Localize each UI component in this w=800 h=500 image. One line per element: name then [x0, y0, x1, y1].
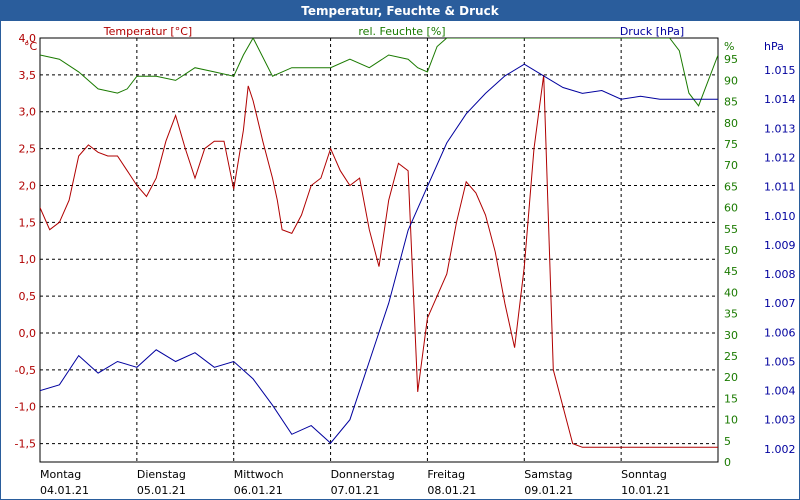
humidity-tick-label: 45: [724, 265, 738, 278]
plot-frame: [39, 37, 719, 463]
pressure-tick-label: 1.007: [764, 297, 796, 310]
x-tick-day-label: Dienstag: [137, 468, 186, 481]
pressure-tick-label: 1.011: [764, 181, 796, 194]
chart-title: Temperatur, Feuchte & Druck: [1, 1, 799, 21]
humidity-tick-label: 95: [724, 53, 738, 66]
humidity-tick-label: 65: [724, 180, 738, 193]
temperature-tick-label: 0,5: [19, 290, 37, 303]
temperature-tick-label: 4,0: [19, 32, 37, 45]
temperature-tick-label: 2,0: [19, 179, 37, 192]
x-tick-date-label: 05.01.21: [137, 484, 186, 497]
pressure-tick-label: 1.012: [764, 151, 796, 164]
legend-humidity: rel. Feuchte [%]: [358, 25, 445, 38]
humidity-tick-label: 60: [724, 202, 738, 215]
legend-pressure: Druck [hPa]: [620, 25, 684, 38]
humidity-tick-label: 85: [724, 96, 738, 109]
x-tick-day-label: Mittwoch: [234, 468, 284, 481]
humidity-tick-label: 90: [724, 74, 738, 87]
humidity-tick-label: 50: [724, 244, 738, 257]
x-tick-date-label: 07.01.21: [331, 484, 380, 497]
humidity-tick-label: 40: [724, 286, 738, 299]
temperature-tick-label: -1,5: [15, 438, 36, 451]
humidity-tick-label: 10: [724, 414, 738, 427]
x-tick-day-label: Donnerstag: [331, 468, 395, 481]
humidity-tick-label: 55: [724, 223, 738, 236]
x-tick-day-label: Montag: [40, 468, 81, 481]
x-tick-date-label: 06.01.21: [234, 484, 283, 497]
humidity-tick-label: 80: [724, 117, 738, 130]
humidity-tick-label: 15: [724, 392, 738, 405]
temperature-series-line: [40, 74, 718, 448]
humidity-tick-label: 35: [724, 308, 738, 321]
x-tick-day-label: Sonntag: [621, 468, 667, 481]
humidity-series-line: [40, 38, 718, 107]
humidity-tick-label: 25: [724, 350, 738, 363]
pressure-series-line: [40, 63, 718, 444]
pressure-tick-label: 1.006: [764, 326, 796, 339]
humidity-tick-label: 5: [724, 435, 731, 448]
x-tick-date-label: 08.01.21: [427, 484, 476, 497]
pressure-tick-label: 1.008: [764, 268, 796, 281]
humidity-tick-label: 20: [724, 371, 738, 384]
temperature-tick-label: -0,5: [15, 364, 36, 377]
pressure-tick-label: 1.009: [764, 239, 796, 252]
pressure-tick-label: 1.013: [764, 122, 796, 135]
humidity-unit-label: %: [724, 40, 734, 53]
temperature-tick-label: 0,0: [19, 327, 37, 340]
humidity-tick-label: 30: [724, 329, 738, 342]
legend-temperature: Temperatur [°C]: [103, 25, 192, 38]
x-tick-day-label: Samstag: [524, 468, 572, 481]
x-tick-day-label: Freitag: [427, 468, 465, 481]
humidity-tick-label: 70: [724, 159, 738, 172]
pressure-tick-label: 1.015: [764, 64, 796, 77]
temperature-tick-label: 3,5: [19, 69, 37, 82]
temperature-unit-label: °C: [24, 40, 38, 53]
humidity-tick-label: 0: [724, 456, 731, 469]
x-tick-date-label: 09.01.21: [524, 484, 573, 497]
pressure-tick-label: 1.002: [764, 443, 796, 456]
pressure-tick-label: 1.003: [764, 414, 796, 427]
temperature-tick-label: 1,0: [19, 253, 37, 266]
humidity-tick-label: 75: [724, 138, 738, 151]
temperature-tick-label: 3,0: [19, 106, 37, 119]
x-tick-date-label: 10.01.21: [621, 484, 670, 497]
pressure-unit-label: hPa: [764, 40, 784, 53]
temperature-tick-label: 2,5: [19, 143, 37, 156]
pressure-tick-label: 1.004: [764, 385, 796, 398]
plot-lines: [40, 38, 718, 448]
pressure-tick-label: 1.014: [764, 93, 796, 106]
grid: [39, 37, 719, 463]
axes: 4,0 3,5 3,0 2,5 2,0 1,5 1,0 0,5 0,0 -0,5 -1,0 -1,5 9…: [15, 25, 796, 497]
pressure-tick-label: 1.005: [764, 355, 796, 368]
temperature-tick-label: -1,0: [15, 401, 36, 414]
pressure-tick-label: 1.010: [764, 210, 796, 223]
temperature-tick-label: 1,5: [19, 216, 37, 229]
x-tick-date-label: 04.01.21: [40, 484, 89, 497]
